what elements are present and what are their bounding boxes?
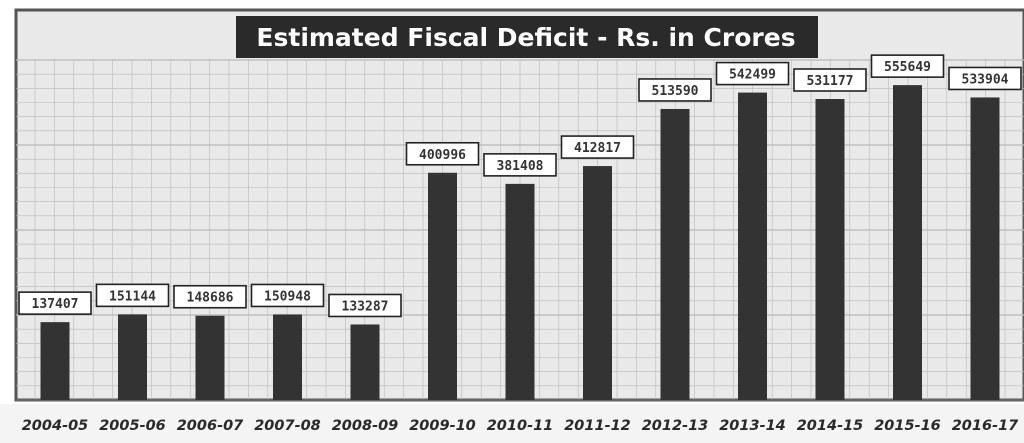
data-label-2010-11: 381408 [483, 153, 557, 177]
x-tick-label: 2015-16 [874, 418, 941, 434]
data-label-2013-14: 542499 [715, 61, 790, 86]
x-tick-label: 2016-17 [952, 418, 1019, 434]
data-label-text: 148686 [187, 291, 234, 306]
data-label-2007-08: 150948 [250, 283, 325, 308]
data-label-2004-05: 137407 [18, 291, 92, 315]
bar-2015-16 [893, 85, 922, 400]
data-label-text: 381408 [497, 159, 544, 174]
x-tick-label: 2006-07 [177, 418, 244, 434]
data-label-box [483, 153, 557, 177]
data-label-2012-13: 513590 [638, 78, 712, 102]
x-tick-label: 2010-11 [487, 418, 554, 434]
data-label-2009-10: 400996 [405, 141, 480, 166]
data-label-box [405, 141, 480, 166]
x-tick-label: 2007-08 [254, 418, 321, 434]
data-label-2011-12: 412817 [560, 135, 635, 159]
bar-2013-14 [738, 92, 767, 401]
data-labels: 137407 151144 148686 150948 133287 400996 3814… [18, 54, 1022, 318]
data-label-box [328, 293, 402, 318]
data-label-2008-09: 133287 [328, 293, 402, 318]
x-tick-label: 2011-12 [564, 418, 631, 434]
data-label-text: 513590 [652, 84, 699, 99]
data-label-text: 133287 [342, 299, 389, 314]
data-label-box [948, 66, 1022, 91]
x-tick-label: 2008-09 [332, 418, 399, 434]
data-label-text: 137407 [32, 297, 79, 312]
chart-title-box [236, 16, 818, 58]
data-label-box [793, 68, 867, 92]
bar-2005-06 [118, 314, 147, 400]
x-tick-label: 2005-06 [99, 418, 166, 434]
x-tick-label: 2004-05 [22, 418, 89, 434]
data-label-text: 150948 [264, 289, 311, 304]
data-label-box [638, 78, 712, 102]
x-tick-label: 2013-14 [719, 418, 786, 434]
data-label-box [173, 284, 247, 309]
data-label-box [870, 54, 945, 78]
bar-2011-12 [583, 166, 612, 400]
data-label-text: 555649 [884, 60, 931, 75]
data-label-box [250, 283, 325, 308]
bar-2010-11 [505, 183, 535, 400]
bar-2008-09 [350, 324, 380, 400]
x-tick-label: 2012-13 [642, 418, 709, 434]
data-label-box [715, 61, 790, 86]
x-axis-band [0, 404, 1024, 443]
data-label-text: 400996 [419, 148, 466, 163]
data-label-text: 533904 [962, 72, 1009, 87]
data-label-text: 412817 [574, 141, 621, 156]
data-label-box [18, 291, 92, 315]
data-label-box [95, 283, 170, 308]
bar-2016-17 [970, 97, 1000, 400]
data-label-2005-06: 151144 [95, 283, 170, 308]
bar-2007-08 [273, 314, 302, 400]
x-axis-tick-labels: 2004-05 2005-06 2006-07 2007-08 2008-09 2009-… [22, 418, 1019, 434]
bar-2004-05 [40, 322, 70, 400]
data-label-2006-07: 148686 [173, 284, 247, 309]
bars [40, 85, 1000, 401]
data-label-text: 531177 [807, 74, 854, 89]
bar-2006-07 [195, 315, 225, 400]
x-tick-label: 2014-15 [797, 418, 864, 434]
bar-2012-13 [660, 108, 690, 400]
x-tick-label: 2009-10 [409, 418, 476, 434]
chart-title: Estimated Fiscal Deficit - Rs. in Crores [256, 23, 795, 52]
data-label-2015-16: 555649 [870, 54, 945, 78]
bar-2009-10 [428, 172, 457, 400]
data-label-text: 542499 [729, 68, 776, 83]
data-label-2016-17: 533904 [948, 66, 1022, 91]
data-label-2014-15: 531177 [793, 68, 867, 92]
data-label-text: 151144 [109, 289, 156, 304]
data-label-box [560, 135, 635, 159]
bar-2014-15 [815, 98, 845, 401]
